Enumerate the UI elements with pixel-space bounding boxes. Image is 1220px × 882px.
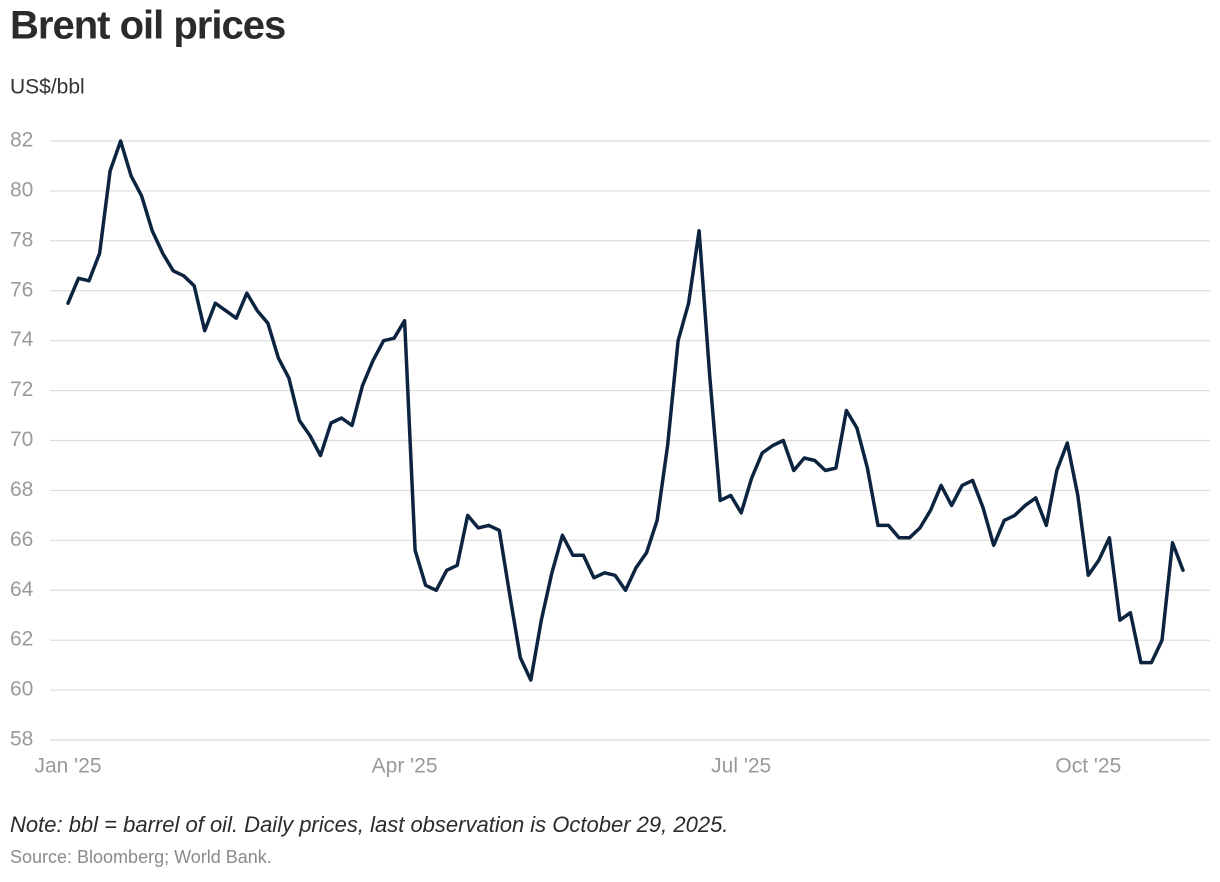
y-tick-label: 58	[10, 728, 33, 751]
y-tick-label: 78	[10, 228, 33, 251]
y-tick-label: 76	[10, 278, 33, 301]
x-tick-label: Apr '25	[372, 755, 438, 778]
note: Note: bbl = barrel of oil. Daily prices,…	[10, 812, 728, 837]
y-tick-label: 62	[10, 628, 33, 651]
x-tick-label: Jan '25	[34, 755, 101, 778]
price-line	[66, 139, 1185, 682]
y-tick-label: 74	[10, 328, 34, 351]
y-tick-label: 66	[10, 528, 33, 551]
x-tick-label: Jul '25	[711, 755, 771, 778]
y-tick-label: 72	[10, 378, 33, 401]
y-tick-label: 64	[10, 578, 34, 601]
y-tick-label: 60	[10, 678, 33, 701]
x-tick-label: Oct '25	[1055, 755, 1121, 778]
y-tick-label: 68	[10, 478, 33, 501]
chart-title: Brent oil prices	[10, 4, 285, 48]
y-axis-label: US$/bbl	[10, 76, 85, 99]
y-tick-label: 70	[10, 428, 33, 451]
source: Source: Bloomberg; World Bank.	[10, 847, 272, 867]
y-tick-label: 80	[10, 178, 33, 201]
y-tick-label: 82	[10, 129, 33, 152]
